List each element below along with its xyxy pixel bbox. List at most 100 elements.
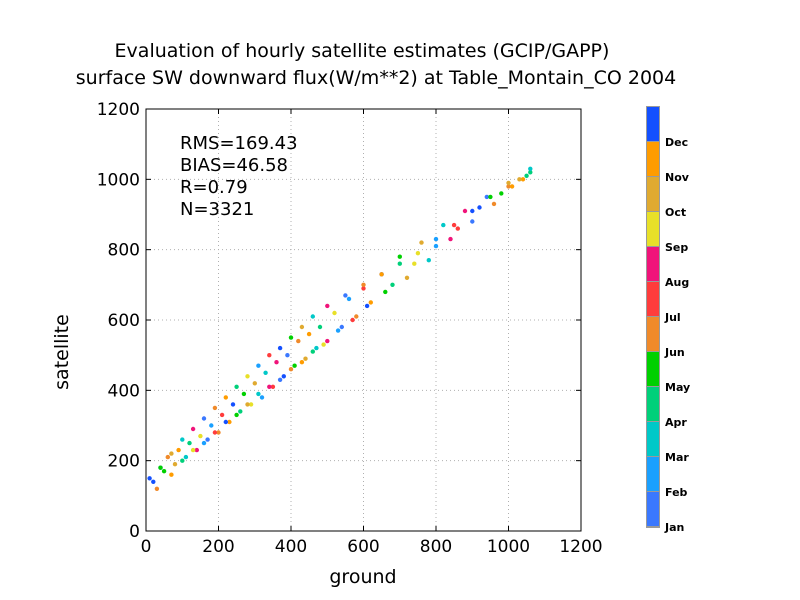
data-point: [161, 469, 167, 474]
data-point: [506, 184, 511, 189]
data-point: [212, 405, 218, 411]
x-axis-label: ground: [329, 566, 396, 588]
x-tick-label: 600: [347, 537, 379, 557]
stat-bias: BIAS=46.58: [180, 155, 288, 176]
data-point: [528, 170, 533, 175]
data-point: [314, 345, 319, 351]
data-point: [317, 324, 323, 330]
colorbar-label: Nov: [665, 171, 690, 184]
colorbar-swatch: [647, 282, 659, 316]
colorbar-label: Sep: [665, 241, 688, 254]
data-point: [165, 454, 170, 460]
data-point: [296, 338, 301, 344]
data-point: [241, 391, 247, 397]
data-point: [506, 180, 511, 186]
data-point: [256, 391, 261, 397]
data-point: [248, 402, 254, 407]
data-point: [383, 289, 388, 295]
y-tick-labels: 0 200 400 600 800 1000 1200: [97, 100, 140, 542]
y-tick-label: 800: [108, 241, 140, 261]
colorbar-label: Feb: [665, 486, 688, 499]
data-point: [346, 296, 352, 302]
data-point: [234, 412, 239, 418]
y-tick-label: 1200: [97, 100, 140, 120]
data-point: [488, 194, 493, 200]
data-point: [491, 201, 497, 207]
colorbar-label: Mar: [665, 451, 689, 464]
data-point: [212, 430, 218, 435]
data-points: [147, 166, 533, 491]
colorbar-label: Aug: [665, 276, 689, 289]
colorbar-swatch: [647, 177, 659, 211]
colorbar-swatch: [647, 422, 659, 456]
data-point: [187, 440, 192, 446]
data-point: [415, 251, 421, 256]
y-tick-label: 400: [108, 381, 140, 401]
data-point: [230, 402, 236, 407]
y-tick-label: 1000: [97, 170, 140, 190]
data-point: [158, 465, 163, 470]
month-colorbar: Jan Feb Mar Apr May Jun Jul Aug Sep Oct Nov Dec: [646, 106, 690, 534]
x-tick-label: 1200: [559, 537, 602, 557]
data-point: [154, 486, 160, 491]
y-axis-label: satellite: [51, 314, 73, 390]
y-tick-label: 0: [129, 522, 140, 542]
data-point: [520, 177, 526, 182]
data-point: [412, 261, 417, 266]
colorbar-swatch: [647, 142, 659, 176]
stats-box: RMS=169.43 BIAS=46.58 R=0.79 N=3321: [180, 133, 298, 220]
data-point: [227, 419, 232, 425]
data-point: [350, 317, 355, 323]
data-point: [183, 454, 189, 460]
data-point: [325, 303, 330, 309]
data-point: [277, 377, 283, 382]
data-point: [285, 353, 290, 358]
stat-n: N=3321: [180, 199, 254, 220]
data-point: [339, 324, 344, 330]
data-point: [198, 433, 203, 439]
data-point: [364, 303, 370, 309]
data-point: [517, 177, 522, 182]
data-point: [321, 342, 326, 347]
data-point: [332, 310, 337, 316]
data-point: [299, 360, 305, 365]
data-point: [404, 275, 410, 280]
data-point: [310, 314, 315, 319]
data-point: [303, 356, 308, 361]
colorbar-label: Dec: [665, 136, 688, 149]
data-point: [292, 363, 297, 368]
data-point: [470, 208, 475, 214]
data-point: [361, 282, 366, 287]
colorbar-label: Apr: [665, 416, 687, 429]
data-point: [499, 191, 504, 196]
data-point: [267, 384, 272, 389]
data-point: [528, 166, 533, 171]
x-tick-label: 200: [202, 537, 234, 557]
data-point: [205, 437, 210, 442]
data-point: [462, 208, 468, 214]
chart-title: Evaluation of hourly satellite estimates…: [115, 40, 610, 62]
data-point: [433, 243, 439, 249]
data-point: [238, 409, 243, 414]
y-tick-label: 200: [108, 452, 140, 472]
data-point: [216, 430, 221, 435]
colorbar-label: May: [665, 381, 690, 394]
data-point: [277, 345, 283, 351]
data-point: [306, 331, 312, 337]
data-point: [151, 479, 156, 484]
x-tick-labels: 0 200 400 600 800 1000 1200: [141, 537, 603, 557]
data-point: [448, 236, 453, 242]
data-point: [310, 349, 315, 354]
data-point: [419, 240, 424, 245]
data-point: [169, 451, 174, 456]
colorbar-label: Oct: [665, 206, 686, 219]
stat-r: R=0.79: [180, 177, 248, 198]
data-point: [180, 458, 185, 463]
data-point: [455, 226, 460, 231]
data-point: [477, 205, 482, 210]
data-point: [267, 353, 272, 358]
data-point: [354, 314, 359, 319]
data-point: [180, 437, 185, 442]
colorbar-swatch: [647, 492, 659, 526]
